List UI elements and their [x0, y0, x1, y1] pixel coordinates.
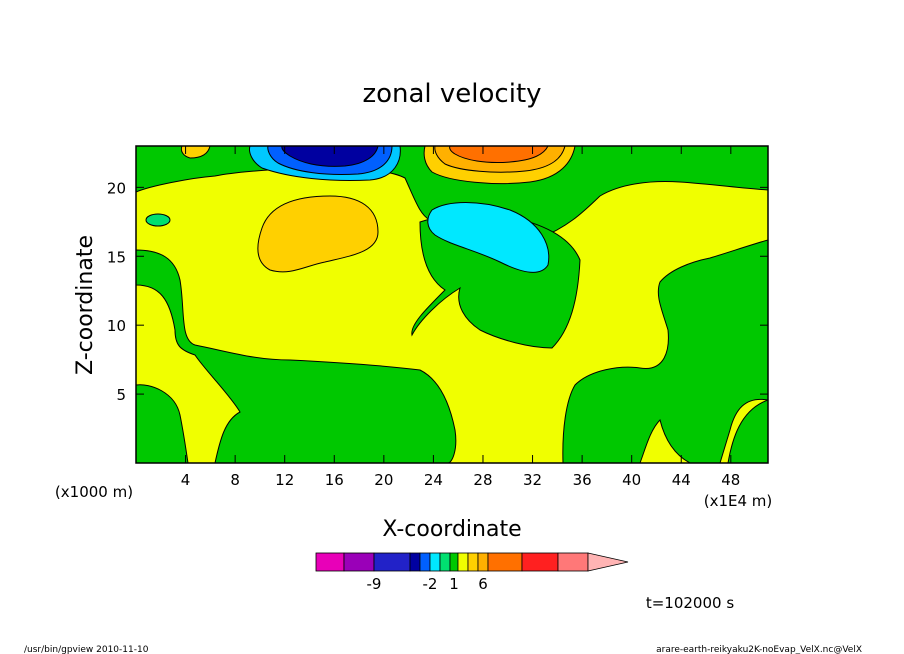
colorbar-cell — [315, 552, 345, 572]
time-label: t=102000 s — [646, 594, 734, 612]
colorbar-cell — [409, 552, 421, 572]
colorbar-cell — [439, 552, 451, 572]
field-green-region — [136, 384, 189, 463]
x-unit-label: (x1E4 m) — [704, 492, 773, 510]
colorbar-cell — [477, 552, 489, 572]
y-tick-label: 15 — [107, 248, 126, 266]
x-tick-label: 24 — [424, 471, 443, 489]
field-negative-weak — [427, 202, 550, 273]
field-positive-moderate — [257, 195, 379, 273]
x-tick-label: 44 — [672, 471, 691, 489]
x-tick-label: 8 — [230, 471, 240, 489]
colorbar-tick-label: 6 — [478, 575, 488, 593]
plot-frame — [135, 145, 769, 464]
y-unit-label: (x1000 m) — [55, 483, 133, 501]
colorbar-tick-label: 1 — [449, 575, 459, 593]
chart-title: zonal velocity — [362, 79, 541, 109]
x-axis-ticks: 4 8 12 16 20 24 28 32 36 40 44 48 — [181, 146, 740, 489]
colorbar-cell — [343, 552, 375, 572]
colorbar-cell — [457, 552, 469, 572]
footer-left: /usr/bin/gpview 2010-11-10 — [24, 645, 149, 654]
y-tick-label: 5 — [116, 386, 126, 404]
colorbar-cell — [373, 552, 411, 572]
x-tick-label: 48 — [721, 471, 740, 489]
field-green-island — [145, 213, 171, 227]
x-tick-label: 32 — [523, 471, 542, 489]
colorbar-cell — [487, 552, 523, 572]
x-tick-label: 36 — [573, 471, 592, 489]
footer-right: arare-earth-reikyaku2K-noEvap_VelX.nc@Ve… — [656, 645, 862, 654]
colorbar: -9 -2 1 6 — [315, 552, 629, 593]
y-axis-ticks: 5 10 15 20 — [107, 179, 768, 404]
x-tick-label: 12 — [275, 471, 294, 489]
colorbar-cell — [419, 552, 431, 572]
x-tick-label: 16 — [325, 471, 344, 489]
colorbar-cell — [557, 552, 589, 572]
colorbar-cell — [521, 552, 559, 572]
contour-field — [136, 146, 768, 463]
x-axis-label: X-coordinate — [382, 517, 521, 542]
field-positive-strong — [449, 146, 549, 163]
colorbar-cell — [467, 552, 479, 572]
y-tick-label: 20 — [107, 179, 126, 197]
colorbar-cell — [449, 552, 459, 572]
colorbar-tick-label: -9 — [367, 575, 382, 593]
x-tick-label: 20 — [374, 471, 393, 489]
field-green-region — [562, 239, 768, 463]
y-tick-label: 10 — [107, 317, 126, 335]
x-tick-label: 40 — [622, 471, 641, 489]
colorbar-extension — [587, 552, 629, 572]
y-axis-label: Z-coordinate — [73, 235, 98, 375]
field-green-region — [136, 249, 457, 463]
x-tick-label: 28 — [473, 471, 492, 489]
field-positive-patch — [180, 146, 211, 159]
x-tick-label: 4 — [181, 471, 191, 489]
colorbar-cell — [429, 552, 441, 572]
colorbar-tick-label: -2 — [423, 575, 438, 593]
field-negative-strong — [281, 146, 379, 167]
